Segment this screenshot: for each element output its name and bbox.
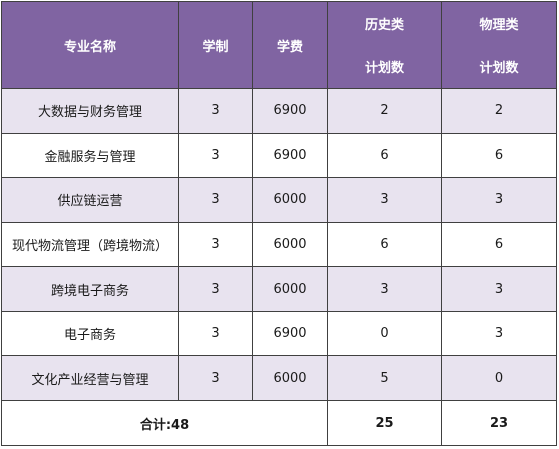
cell-history: 6 (327, 221, 442, 268)
cell-major: 跨境电子商务 (1, 266, 179, 312)
cell-fee: 6000 (252, 266, 328, 312)
cell-major: 电子商务 (1, 310, 179, 357)
table-row: 电子商务 3 6900 0 3 (1, 310, 557, 357)
cell-major: 大数据与财务管理 (1, 88, 179, 134)
cell-physics: 6 (441, 221, 557, 268)
cell-years: 3 (178, 177, 253, 223)
header-history-plan: 历史类 计划数 (327, 1, 442, 89)
cell-major: 文化产业经营与管理 (1, 355, 179, 401)
header-years: 学制 (178, 1, 253, 89)
total-row: 合计:48 25 23 (1, 400, 557, 446)
table-row: 文化产业经营与管理 3 6000 5 0 (1, 355, 557, 401)
cell-years: 3 (178, 266, 253, 312)
header-history-line2: 计划数 (364, 61, 404, 76)
header-fee: 学费 (252, 1, 328, 89)
cell-fee: 6000 (252, 221, 328, 268)
cell-major: 供应链运营 (1, 177, 179, 223)
cell-physics: 3 (441, 310, 557, 357)
cell-major: 金融服务与管理 (1, 132, 179, 179)
cell-physics: 6 (441, 132, 557, 179)
cell-physics: 2 (441, 88, 557, 134)
cell-years: 3 (178, 310, 253, 357)
cell-years: 3 (178, 355, 253, 401)
total-label: 合计:48 (1, 400, 328, 446)
cell-years: 3 (178, 132, 253, 179)
table-row: 跨境电子商务 3 6000 3 3 (1, 266, 557, 312)
table-row: 供应链运营 3 6000 3 3 (1, 177, 557, 223)
history-total: 25 (327, 400, 442, 446)
cell-history: 6 (327, 132, 442, 179)
cell-major: 现代物流管理（跨境物流） (1, 221, 179, 268)
header-major: 专业名称 (1, 1, 179, 89)
cell-physics: 0 (441, 355, 557, 401)
cell-fee: 6000 (252, 355, 328, 401)
physics-total: 23 (441, 400, 557, 446)
header-physics-line2: 计划数 (479, 61, 519, 76)
header-physics-plan: 物理类 计划数 (441, 1, 557, 89)
table-row: 现代物流管理（跨境物流） 3 6000 6 6 (1, 221, 557, 268)
table-body: 大数据与财务管理 3 6900 2 2 金融服务与管理 3 6900 6 6 供… (1, 88, 557, 401)
table-footer: 合计:48 25 23 (1, 400, 557, 446)
cell-years: 3 (178, 221, 253, 268)
table-header: 专业名称 学制 学费 历史类 计划数 物理类 计划数 (1, 1, 557, 89)
cell-years: 3 (178, 88, 253, 134)
cell-fee: 6900 (252, 132, 328, 179)
cell-history: 3 (327, 266, 442, 312)
table-row: 金融服务与管理 3 6900 6 6 (1, 132, 557, 179)
cell-history: 2 (327, 88, 442, 134)
header-history-line1: 历史类 (364, 18, 404, 33)
cell-physics: 3 (441, 266, 557, 312)
cell-history: 0 (327, 310, 442, 357)
cell-fee: 6000 (252, 177, 328, 223)
cell-physics: 3 (441, 177, 557, 223)
cell-fee: 6900 (252, 310, 328, 357)
cell-history: 5 (327, 355, 442, 401)
table-row: 大数据与财务管理 3 6900 2 2 (1, 88, 557, 134)
cell-history: 3 (327, 177, 442, 223)
cell-fee: 6900 (252, 88, 328, 134)
header-physics-line1: 物理类 (479, 18, 519, 33)
